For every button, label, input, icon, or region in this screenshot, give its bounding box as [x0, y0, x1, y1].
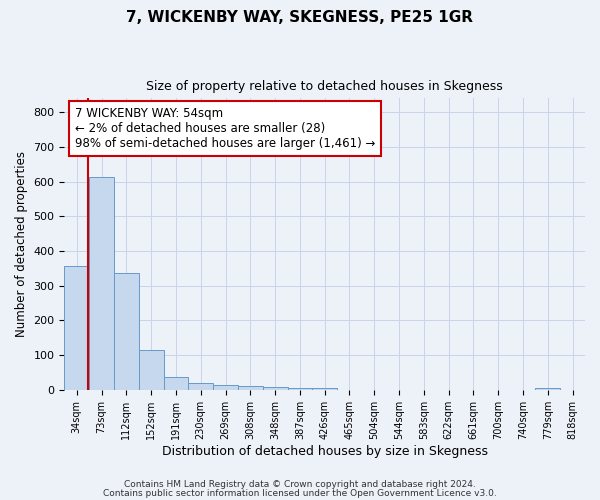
Bar	[238, 386, 263, 390]
Bar	[89, 177, 114, 390]
Y-axis label: Number of detached properties: Number of detached properties	[15, 151, 28, 337]
Bar	[313, 388, 337, 390]
Text: 7 WICKENBY WAY: 54sqm
← 2% of detached houses are smaller (28)
98% of semi-detac: 7 WICKENBY WAY: 54sqm ← 2% of detached h…	[75, 107, 375, 150]
Bar	[114, 272, 139, 390]
Text: Contains public sector information licensed under the Open Government Licence v3: Contains public sector information licen…	[103, 488, 497, 498]
Bar	[64, 266, 89, 390]
Title: Size of property relative to detached houses in Skegness: Size of property relative to detached ho…	[146, 80, 503, 93]
Bar	[188, 383, 213, 390]
Bar	[139, 350, 164, 390]
Bar	[263, 387, 287, 390]
Text: Contains HM Land Registry data © Crown copyright and database right 2024.: Contains HM Land Registry data © Crown c…	[124, 480, 476, 489]
Bar	[287, 388, 313, 390]
Bar	[213, 384, 238, 390]
Bar	[535, 388, 560, 390]
X-axis label: Distribution of detached houses by size in Skegness: Distribution of detached houses by size …	[162, 444, 488, 458]
Text: 7, WICKENBY WAY, SKEGNESS, PE25 1GR: 7, WICKENBY WAY, SKEGNESS, PE25 1GR	[127, 10, 473, 25]
Bar	[164, 378, 188, 390]
